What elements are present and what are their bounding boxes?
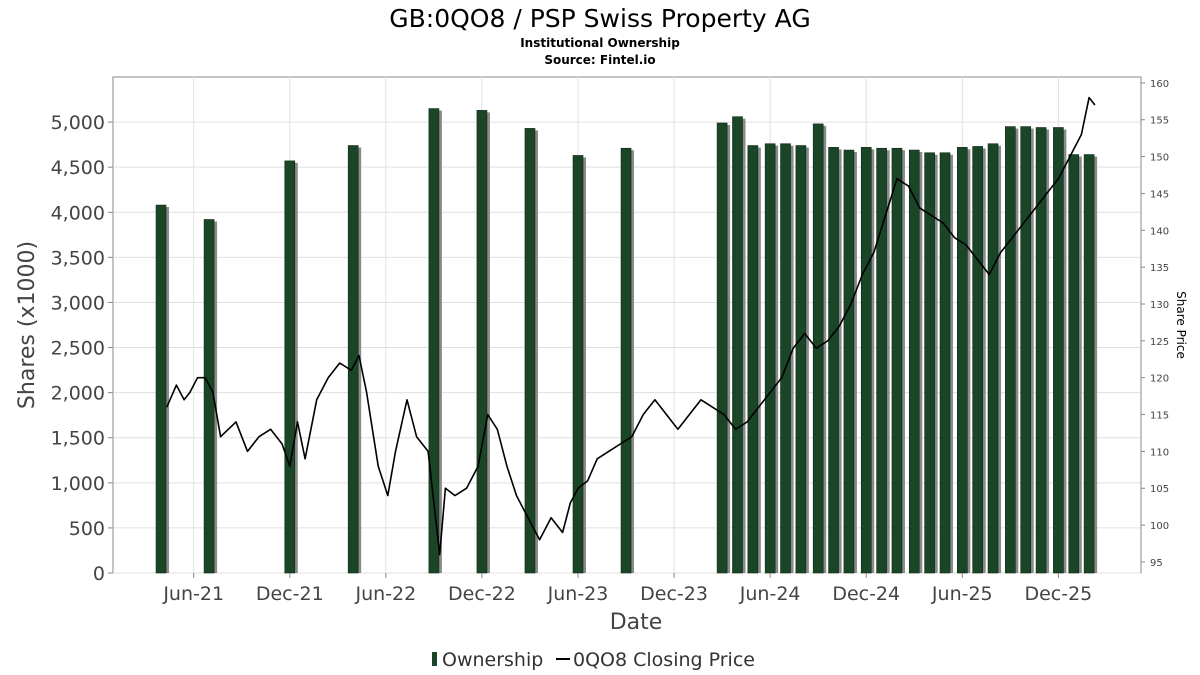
legend-price-label: 0QO8 Closing Price (573, 649, 755, 671)
chart-subtitle-ownership: Institutional Ownership (520, 36, 680, 50)
y2-tick-label: 155 (1150, 116, 1169, 127)
ownership-bar (795, 145, 807, 574)
y-tick-label: 5,000 (51, 112, 105, 134)
y2-tick-label: 160 (1150, 79, 1169, 90)
y2-tick-label: 120 (1150, 374, 1169, 385)
ownership-bar (1053, 127, 1064, 574)
ownership-bar (347, 145, 359, 574)
ownership-bar (155, 204, 167, 574)
x-tick-label: Dec-23 (640, 583, 708, 605)
y-tick-label: 500 (69, 518, 105, 540)
y2-tick-label: 95 (1150, 558, 1163, 569)
chart-subtitle-source: Source: Fintel.io (544, 53, 655, 67)
x-tick-label: Dec-22 (448, 583, 516, 605)
ownership-bar (939, 152, 951, 574)
ownership-bar (972, 146, 983, 574)
y2-tick-label: 105 (1150, 484, 1169, 495)
x-axis: Jun-21 Dec-21 Jun-22 Dec-22 Jun-23 Dec-23 Jun-… (162, 573, 1092, 605)
y2-tick-label: 110 (1150, 447, 1169, 458)
y2-tick-label: 125 (1150, 337, 1169, 348)
y2-tick-label: 145 (1150, 189, 1169, 200)
x-tick-label: Jun-22 (354, 583, 416, 605)
x-tick-label: Dec-25 (1024, 583, 1092, 605)
y-axis-title: Shares (x1000) (15, 241, 40, 409)
ownership-bar (620, 147, 632, 574)
ownership-bar (908, 149, 920, 574)
legend: Ownership 0QO8 Closing Price (432, 649, 755, 671)
ownership-bar (1005, 126, 1016, 574)
legend-ownership-swatch (432, 652, 437, 666)
ownership-bar (1035, 127, 1047, 574)
ownership-bar (203, 219, 215, 574)
y-tick-label: 1,500 (51, 428, 105, 450)
y2-axis-title: Share Price (1174, 291, 1188, 359)
y-tick-label: 2,000 (51, 383, 105, 405)
y-tick-label: 3,500 (51, 247, 105, 269)
x-axis-title: Date (610, 610, 663, 635)
y-tick-label: 4,000 (51, 202, 105, 224)
ownership-bar (1068, 154, 1080, 574)
y2-tick-label: 100 (1150, 521, 1169, 532)
y-tick-label: 2,500 (51, 338, 105, 360)
y-tick-label: 0 (93, 563, 105, 585)
ownership-bar (747, 145, 759, 574)
y-tick-label: 3,000 (51, 292, 105, 314)
closing-price-line (166, 96, 1096, 556)
y2-tick-label: 130 (1150, 300, 1169, 311)
y2-tick-label: 150 (1150, 153, 1169, 164)
x-tick-label: Jun-25 (931, 583, 993, 605)
ownership-bar (987, 143, 999, 574)
ownership-bar (764, 143, 776, 574)
ownership-bar (1020, 126, 1032, 574)
ownership-bar (284, 160, 296, 574)
ownership-bar (812, 123, 824, 574)
ownership-bar (957, 147, 968, 574)
x-tick-label: Dec-24 (832, 583, 900, 605)
x-tick-label: Dec-21 (256, 583, 324, 605)
chart-title: GB:0QO8 / PSP Swiss Property AG (389, 4, 810, 33)
ownership-bar (843, 149, 855, 574)
y2-tick-label: 135 (1150, 263, 1169, 274)
x-tick-label: Jun-24 (739, 583, 801, 605)
ownership-bar (860, 147, 872, 574)
y2-tick-label: 115 (1150, 411, 1169, 422)
ownership-bar (780, 143, 791, 574)
ownership-bar (572, 155, 584, 574)
ownership-bars (155, 108, 1098, 574)
ownership-bar (716, 122, 728, 574)
left-axis: 0 500 1,000 1,500 2,000 2,500 3,000 3,500 4,000 4… (51, 112, 113, 585)
ownership-bar (524, 128, 536, 574)
x-tick-label: Jun-23 (547, 583, 609, 605)
ownership-bar (1083, 154, 1095, 574)
y-tick-label: 1,000 (51, 473, 105, 495)
ownership-bar (476, 110, 488, 574)
y-tick-label: 4,500 (51, 157, 105, 179)
ownership-bar (891, 147, 903, 574)
ownership-bar (428, 108, 440, 574)
closing-price-polyline (166, 96, 1096, 556)
x-tick-label: Jun-21 (162, 583, 224, 605)
ownership-bar (876, 147, 887, 574)
right-axis: 95 100 105 110 115 120 125 130 135 140 145 150 155 16… (1140, 77, 1169, 573)
legend-ownership-label: Ownership (442, 649, 543, 671)
y2-tick-label: 140 (1150, 226, 1169, 237)
ownership-bar (828, 147, 839, 574)
ownership-bar (924, 152, 935, 574)
ownership-bar (732, 116, 743, 574)
